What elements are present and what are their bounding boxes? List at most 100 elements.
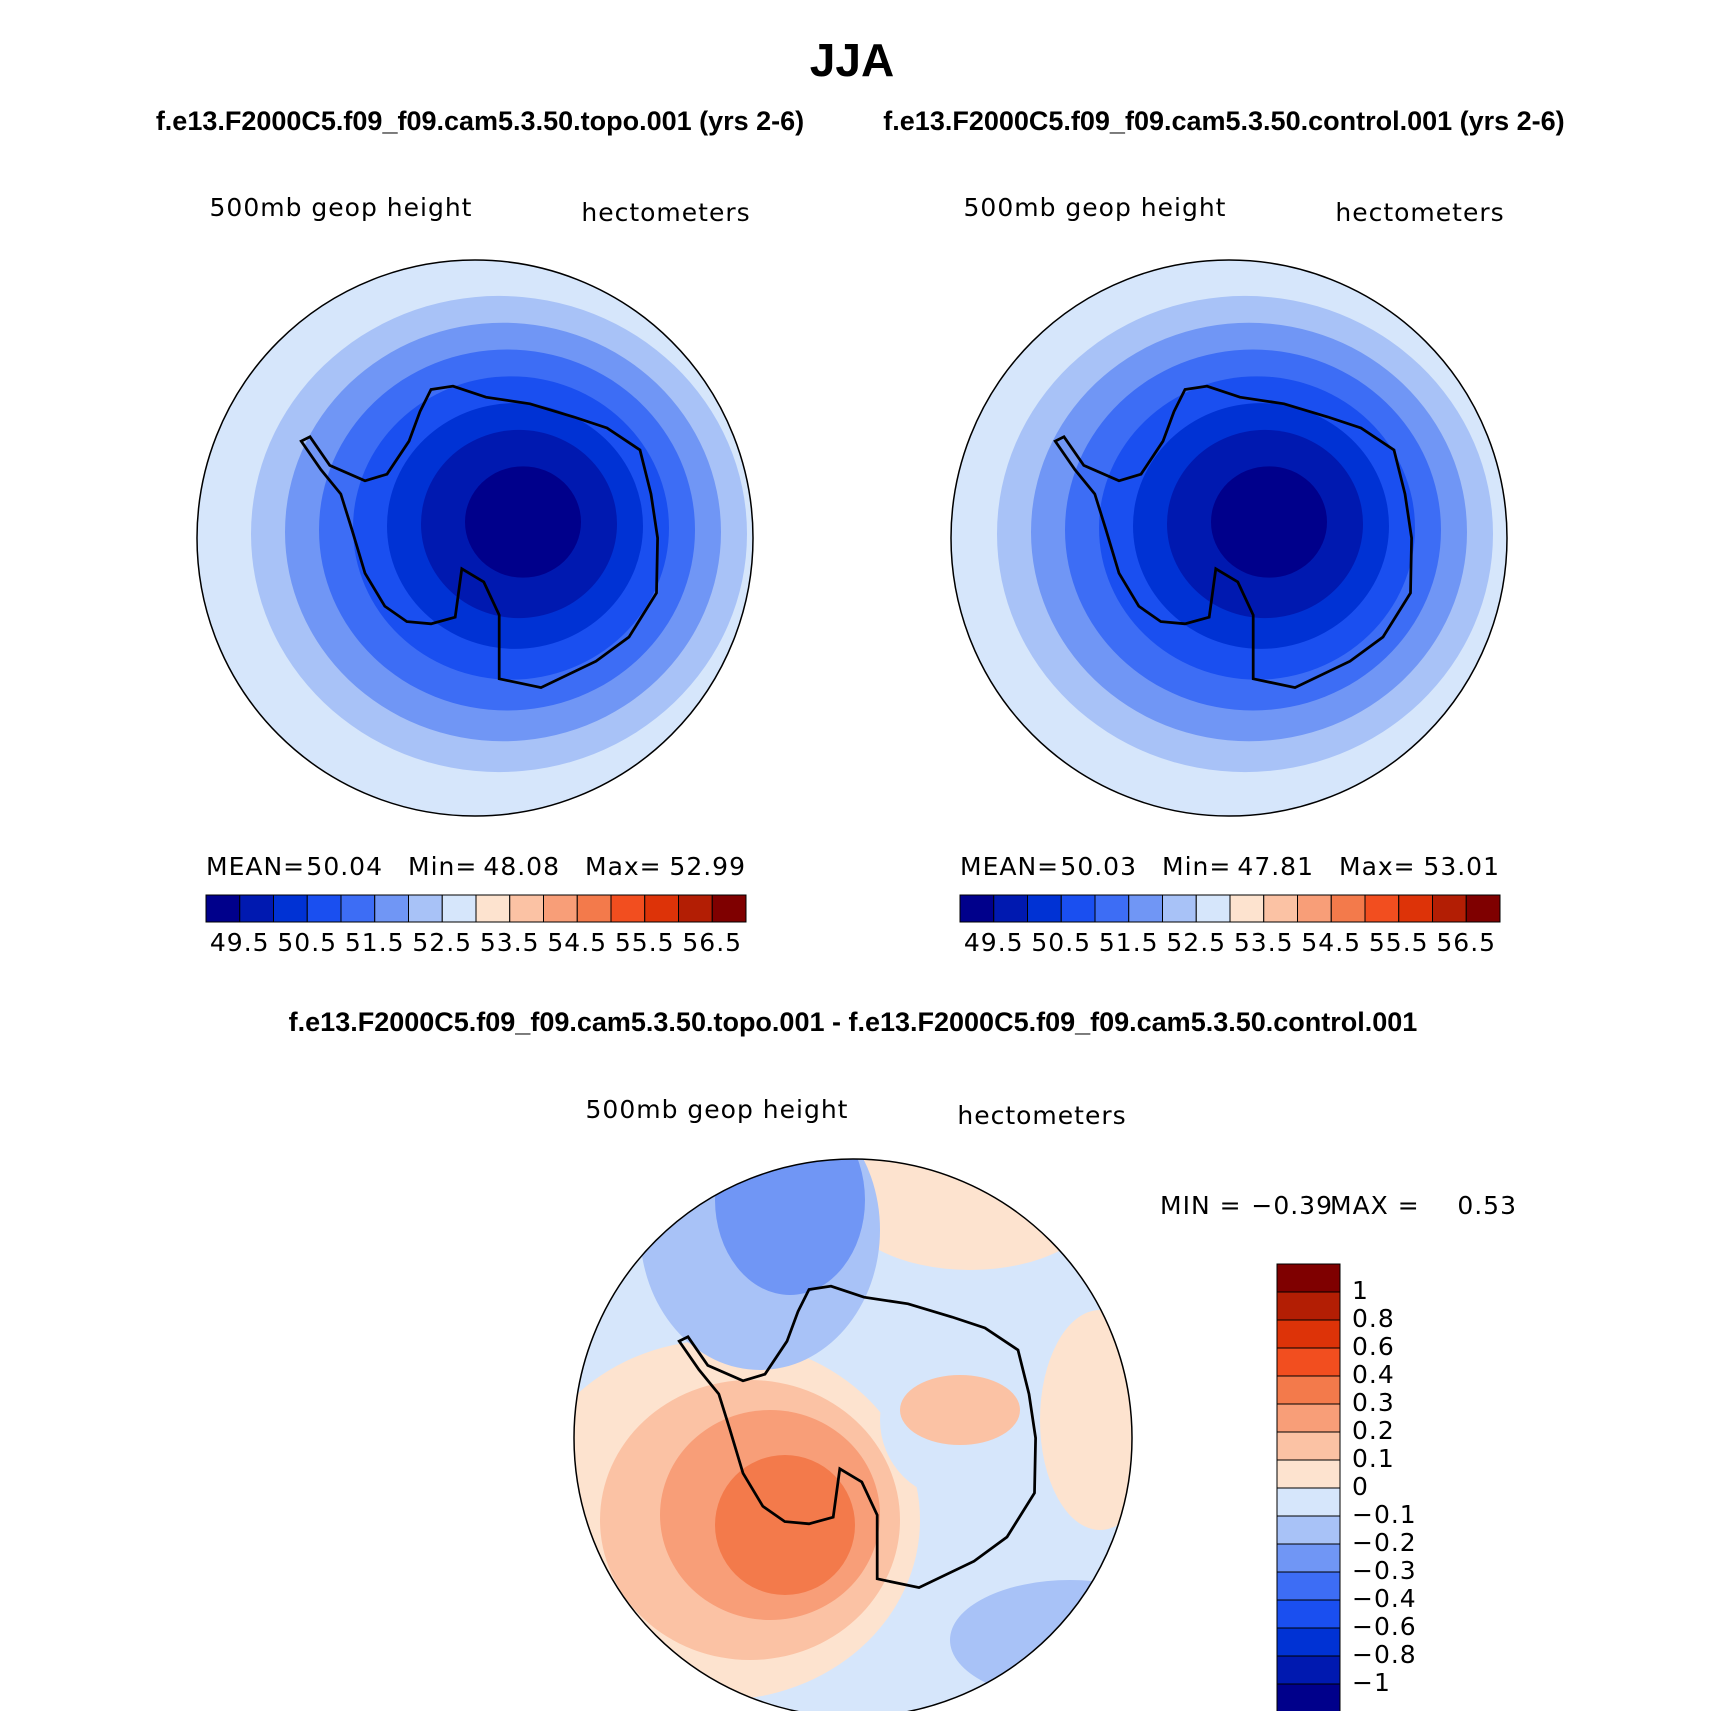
colorbar-label: −0.3	[1352, 1556, 1417, 1585]
colorbar-label: −0.6	[1352, 1612, 1417, 1641]
colorbar-label: 0.1	[1352, 1444, 1395, 1473]
panel-subtitle: f.e13.F2000C5.f09_f09.cam5.3.50.topo.001…	[289, 1007, 1418, 1037]
colorbar-label: 52.5	[1166, 928, 1226, 957]
colorbar-box	[1162, 894, 1197, 923]
contour-fill	[465, 466, 581, 578]
colorbar-label: 56.5	[1436, 928, 1496, 957]
map-border	[950, 259, 1508, 817]
colorbar-label: 0.8	[1352, 1304, 1395, 1333]
colorbar-box	[1330, 894, 1366, 923]
units-label: hectometers	[1335, 198, 1504, 227]
colorbar-box	[644, 894, 679, 923]
colorbar-box	[1229, 894, 1265, 923]
colorbar-box	[543, 894, 578, 923]
colorbar-box	[1276, 1375, 1341, 1405]
colorbar-label: 55.5	[615, 928, 675, 957]
colorbar-box	[205, 894, 241, 923]
colorbar-label: 51.5	[1099, 928, 1159, 957]
contour-field	[197, 260, 753, 816]
colorbar-label: 50.5	[277, 928, 337, 957]
variable-label: 500mb geop height	[964, 193, 1227, 222]
stat-label: MEAN=	[960, 852, 1059, 881]
stat-value: 50.04	[306, 852, 383, 881]
colorbar-label: 0.3	[1352, 1388, 1395, 1417]
stat-value: 53.01	[1423, 852, 1500, 881]
contour-fill	[840, 1159, 1100, 1270]
colorbar-label: 54.5	[547, 928, 607, 957]
colorbar-box	[993, 894, 1028, 923]
colorbar-box	[711, 894, 747, 923]
colorbar-box	[1195, 894, 1231, 923]
map-border	[196, 259, 754, 817]
colorbar-label: −0.4	[1352, 1584, 1417, 1613]
stat-value: 50.03	[1060, 852, 1137, 881]
colorbar-box	[340, 894, 376, 923]
colorbar-box	[1276, 1683, 1341, 1711]
stat-label: MAX =	[1330, 1191, 1420, 1220]
stat-value: 0.53	[1457, 1191, 1517, 1220]
colorbar-box	[1060, 894, 1096, 923]
colorbar-box	[576, 894, 612, 923]
colorbar-label: 55.5	[1369, 928, 1429, 957]
stat-value: 52.99	[669, 852, 746, 881]
colorbar-box	[408, 894, 443, 923]
colorbar-box	[1276, 1655, 1341, 1685]
colorbar-box	[1027, 894, 1062, 923]
colorbar-label: 0.6	[1352, 1332, 1395, 1361]
colorbar-box	[1263, 894, 1298, 923]
colorbar-label: 49.5	[964, 928, 1024, 957]
stat-label: MIN =	[1160, 1191, 1242, 1220]
colorbar-label: 56.5	[682, 928, 742, 957]
colorbar-box	[239, 894, 274, 923]
colorbar-box	[1297, 894, 1332, 923]
colorbar-box	[1432, 894, 1467, 923]
contour-field	[951, 260, 1507, 816]
colorbar-label: 54.5	[1301, 928, 1361, 957]
contour-field	[574, 1159, 1132, 1711]
colorbar-label: −0.1	[1352, 1500, 1417, 1529]
variable-label: 500mb geop height	[586, 1095, 849, 1124]
colorbar-box	[1276, 1627, 1341, 1657]
variable-label: 500mb geop height	[210, 193, 473, 222]
colorbar-box	[1276, 1487, 1341, 1517]
colorbar-box	[1276, 1515, 1341, 1545]
colorbar-box	[959, 894, 995, 923]
colorbar-label: 53.5	[1234, 928, 1294, 957]
colorbar-label: 53.5	[480, 928, 540, 957]
colorbar-label: 51.5	[345, 928, 405, 957]
colorbar-box	[1276, 1459, 1341, 1489]
panel-subtitle: f.e13.F2000C5.f09_f09.cam5.3.50.control.…	[883, 106, 1564, 136]
stat-label: Max=	[585, 852, 662, 881]
colorbar-box	[1276, 1571, 1341, 1601]
colorbar-box	[1398, 894, 1433, 923]
colorbar-box	[1276, 1599, 1341, 1629]
contour-fill	[1211, 466, 1327, 578]
colorbar-box	[1094, 894, 1130, 923]
colorbar-label: 50.5	[1031, 928, 1091, 957]
stat-value: 48.08	[483, 852, 560, 881]
contour-fill	[715, 1455, 855, 1595]
contour-fill	[900, 1375, 1020, 1445]
panel-subtitle: f.e13.F2000C5.f09_f09.cam5.3.50.topo.001…	[156, 106, 804, 136]
colorbar-box	[1276, 1403, 1341, 1433]
stat-label: Min=	[408, 852, 477, 881]
contour-fill	[1040, 1310, 1132, 1530]
colorbar-box	[1465, 894, 1501, 923]
colorbar-label: 1	[1352, 1276, 1369, 1305]
stat-value: −0.39	[1251, 1191, 1333, 1220]
colorbar-box	[1276, 1347, 1341, 1377]
colorbar-label: −1	[1352, 1668, 1391, 1697]
colorbar-label: 0.4	[1352, 1360, 1395, 1389]
colorbar-label: −0.8	[1352, 1640, 1417, 1669]
colorbar-box	[306, 894, 342, 923]
colorbar-box	[1276, 1263, 1341, 1293]
colorbar-box	[475, 894, 511, 923]
colorbar-box	[1128, 894, 1163, 923]
figure-title: JJA	[810, 34, 894, 86]
colorbar-label: −0.2	[1352, 1528, 1417, 1557]
stat-label: Max=	[1339, 852, 1416, 881]
colorbar-box	[1276, 1319, 1341, 1349]
map-border	[573, 1158, 1133, 1711]
colorbar-box	[509, 894, 544, 923]
